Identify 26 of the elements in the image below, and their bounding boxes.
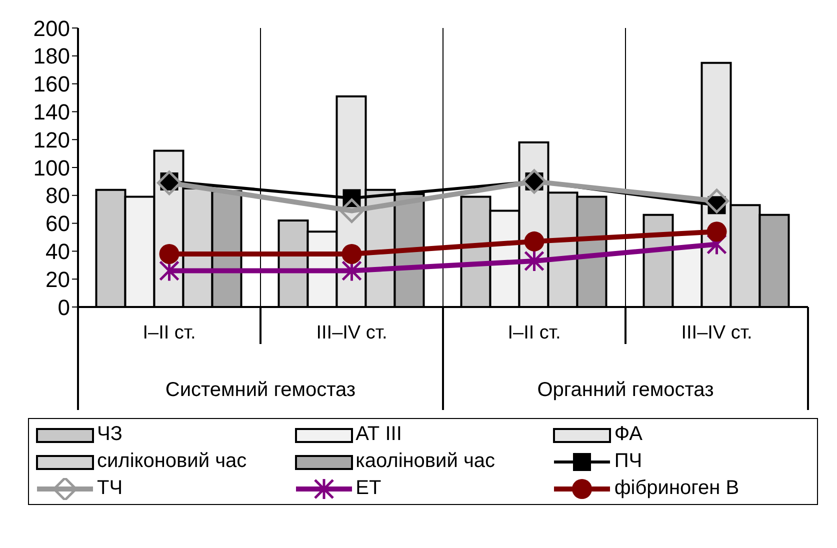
y-tick-label: 60 (46, 211, 70, 236)
y-tick-label: 0 (58, 294, 70, 320)
legend-label: ТЧ (97, 477, 123, 500)
y-tick-label: 120 (33, 127, 70, 152)
x-tick-label: III–IV ст. (316, 322, 388, 344)
legend-label: АТ III (356, 423, 402, 446)
y-tick-label: 20 (46, 266, 70, 292)
y-tick-label: 140 (33, 100, 70, 125)
text: Системний гемостаз (165, 379, 356, 401)
y-tick-label: 100 (33, 155, 70, 180)
legend-label: силіконовий час (97, 450, 247, 473)
y-tick-label: 180 (33, 44, 70, 69)
legend-label: фібриноген В (614, 477, 740, 500)
text: Органний гемостаз (537, 379, 714, 401)
legend-label: ПЧ (614, 450, 642, 473)
legend-label: ЕТ (356, 477, 382, 500)
x-tick-label: III–IV ст. (681, 322, 752, 344)
y-tick-label: 160 (33, 72, 70, 97)
x-tick-label: I–II ст. (142, 322, 196, 344)
y-tick-label: 200 (33, 16, 70, 41)
legend-label: ФА (614, 423, 642, 446)
legend-label: ЧЗ (97, 423, 122, 446)
x-tick-label: I–II ст. (508, 322, 561, 344)
y-tick-label: 40 (46, 239, 70, 264)
y-tick-label: 80 (46, 183, 70, 208)
legend-label: каоліновий час (356, 450, 496, 473)
